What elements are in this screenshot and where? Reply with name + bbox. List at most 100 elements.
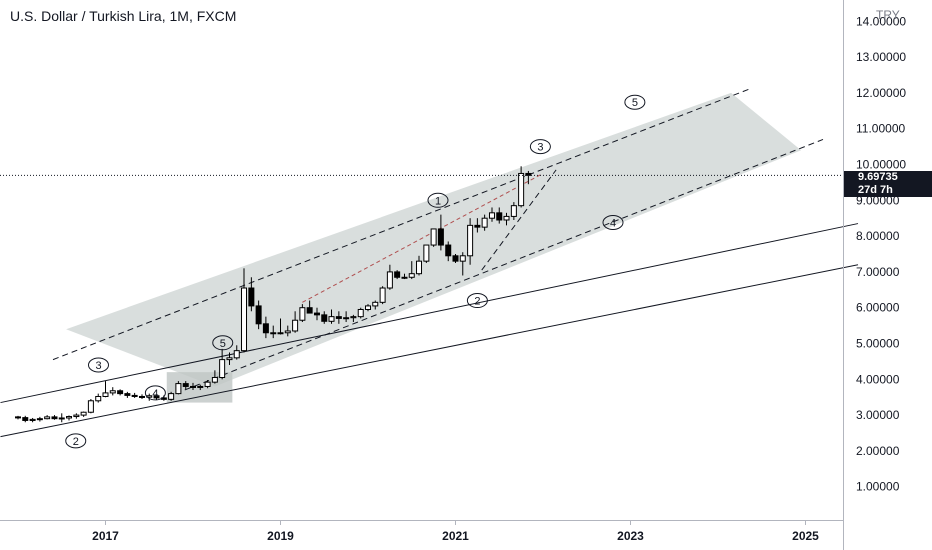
- candle-39: [292, 311, 299, 333]
- candle-7: [58, 413, 65, 423]
- candle-body: [36, 418, 43, 421]
- candle-64: [474, 218, 481, 233]
- wave-label-circle: [602, 214, 624, 230]
- wave-label-circle: [529, 139, 551, 155]
- wave-label-text: 3: [95, 360, 101, 372]
- candle-43: [321, 311, 328, 324]
- trend-line-3[interactable]: [52, 88, 749, 361]
- candle-body: [182, 383, 189, 387]
- wave-label-5[interactable]: 5: [624, 94, 646, 110]
- candle-body: [299, 307, 306, 321]
- candle-body: [510, 205, 517, 217]
- currency-label: TRY: [876, 8, 900, 22]
- trend-line-4[interactable]: [175, 138, 824, 395]
- candle-body: [452, 255, 459, 262]
- candle-66: [488, 207, 495, 222]
- candle-body: [248, 287, 255, 307]
- trend-line-6[interactable]: [481, 169, 557, 271]
- wave-label-text: 5: [632, 97, 638, 109]
- candle-body: [350, 316, 357, 319]
- time-tick-label: 2021: [442, 529, 469, 543]
- candle-47: [350, 314, 357, 323]
- wave-label-circle: [88, 357, 109, 373]
- candle-25: [190, 382, 196, 391]
- candle-body: [277, 332, 284, 335]
- wave-labels[interactable]: 2 3 4 5 1 2 3 4 5: [65, 94, 646, 449]
- candle-26: [197, 384, 204, 391]
- trend-line-1[interactable]: [0, 223, 859, 404]
- time-tick-label: 2023: [617, 529, 644, 543]
- candle-15: [117, 389, 124, 396]
- wave-label-3[interactable]: 3: [88, 357, 109, 373]
- candle-56: [416, 255, 423, 276]
- candle-body: [372, 301, 379, 307]
- candle-body: [117, 390, 124, 395]
- candle-body: [95, 395, 102, 402]
- candle-body: [365, 305, 371, 310]
- bar-countdown: 27d 7h: [858, 184, 893, 196]
- candle-59: [437, 214, 444, 251]
- candle-70: [518, 166, 525, 208]
- candle-36: [270, 325, 277, 339]
- candle-1: [15, 415, 21, 420]
- candle-body: [416, 260, 423, 275]
- candle-body: [518, 172, 525, 207]
- candle-body: [29, 418, 36, 421]
- candle-body: [488, 212, 495, 219]
- price-tick-label: 10.00000: [856, 158, 906, 172]
- candle-body: [211, 377, 218, 383]
- wave-label-1[interactable]: 1: [427, 192, 449, 208]
- candle-body: [58, 417, 65, 420]
- candle-67: [496, 207, 503, 224]
- candle-body: [321, 314, 328, 322]
- candle-9: [73, 413, 80, 419]
- candle-38: [284, 325, 291, 337]
- price-tick-label: 4.00000: [856, 372, 900, 386]
- candle-4: [36, 416, 43, 422]
- trend-lines[interactable]: [0, 88, 859, 438]
- trend-line-2[interactable]: [0, 264, 859, 438]
- last-price-value: 9.69735: [858, 171, 898, 183]
- candle-49: [365, 304, 371, 312]
- price-tick-label: 2.00000: [856, 444, 900, 458]
- wave-label-2[interactable]: 2: [65, 433, 87, 449]
- wave-label-circle: [624, 94, 646, 110]
- wave-label-5[interactable]: 5: [212, 335, 234, 351]
- candle-24: [182, 381, 189, 390]
- candle-20: [153, 394, 160, 401]
- wave-label-4[interactable]: 4: [602, 214, 624, 230]
- price-tick-label: 12.00000: [856, 86, 906, 100]
- price-tick-label: 13.00000: [856, 50, 906, 64]
- wave-label-3[interactable]: 3: [529, 139, 551, 155]
- candle-17: [131, 392, 138, 398]
- wave-label-circle: [144, 385, 166, 401]
- candle-44: [328, 309, 335, 324]
- candle-13: [102, 381, 109, 398]
- time-axis[interactable]: 2017 2019 2021 2023 2025: [92, 520, 819, 543]
- wave-label-circle: [427, 192, 449, 208]
- wave-label-text: 2: [73, 436, 79, 448]
- candle-body: [15, 416, 21, 419]
- candle-body: [66, 416, 73, 419]
- candle-body: [430, 228, 437, 246]
- candle-body: [241, 287, 248, 352]
- candle-2: [22, 415, 29, 423]
- wave-label-4[interactable]: 4: [144, 385, 166, 401]
- candle-body: [313, 312, 320, 316]
- price-tick-label: 6.00000: [856, 301, 900, 315]
- candle-body: [262, 323, 269, 334]
- candle-body: [445, 244, 452, 257]
- candle-35: [262, 316, 269, 339]
- price-tick-label: 1.00000: [856, 480, 900, 494]
- candle-54: [401, 273, 408, 280]
- candle-32: [241, 268, 248, 353]
- candle-body: [109, 390, 116, 394]
- candle-22: [168, 391, 175, 401]
- candle-63: [467, 218, 474, 265]
- price-tick-label: 7.00000: [856, 265, 900, 279]
- trend-line-5[interactable]: [302, 173, 544, 303]
- price-axis[interactable]: 1.00000 2.00000 3.00000 4.00000 5.00000 6.000…: [856, 14, 906, 493]
- candle-33: [248, 277, 255, 312]
- wave-label-2[interactable]: 2: [466, 293, 488, 309]
